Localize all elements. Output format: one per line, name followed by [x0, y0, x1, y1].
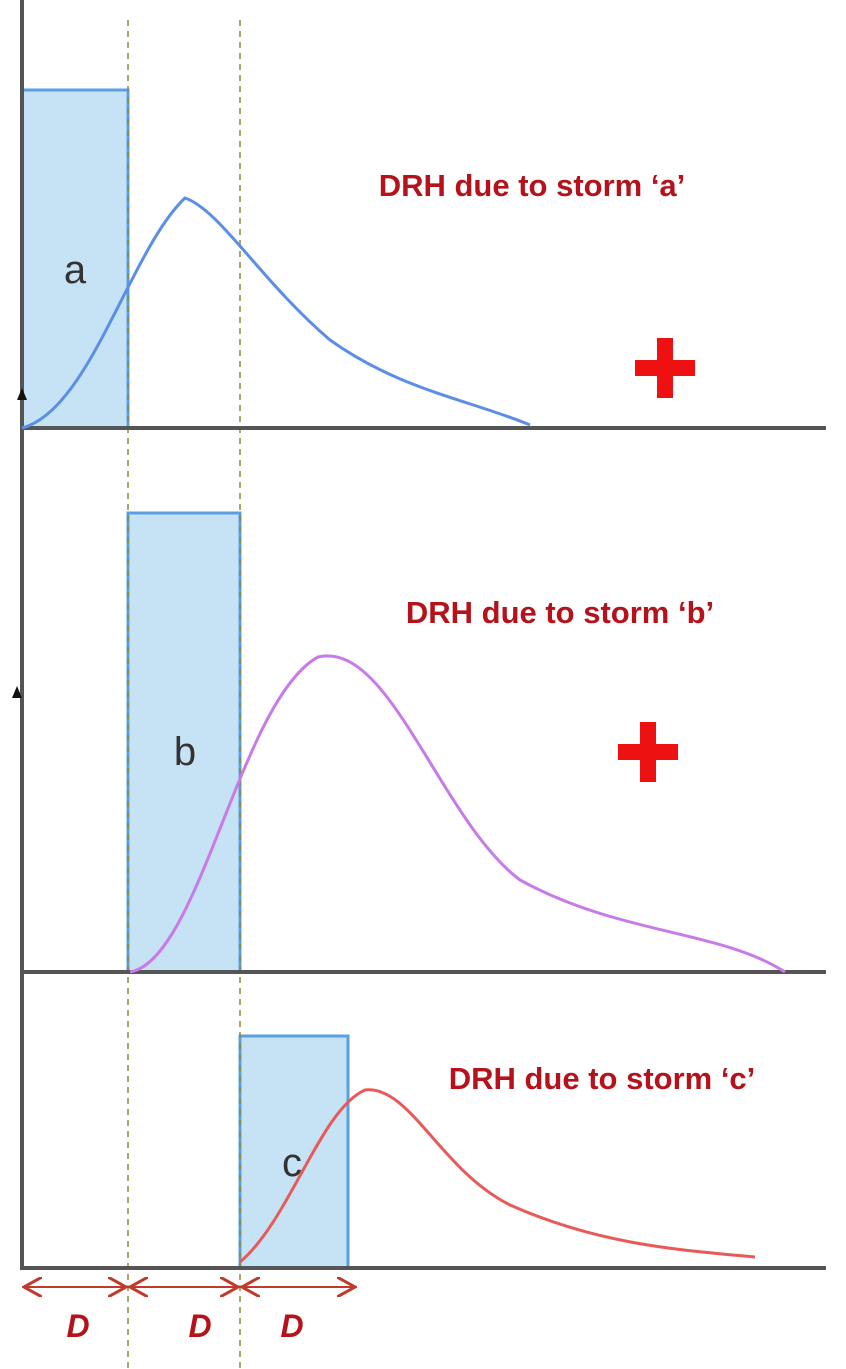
storm-label: a: [64, 248, 87, 292]
drh-label: DRH due to storm ‘c’: [449, 1061, 756, 1096]
storm-label: b: [174, 730, 196, 774]
plus-sign: [618, 722, 678, 782]
drh-label: DRH due to storm ‘a’: [379, 168, 686, 203]
hydrograph: [21, 196, 531, 430]
storm-rect: [20, 88, 130, 430]
hydrograph: [129, 654, 786, 974]
duration-label: D: [66, 1308, 89, 1344]
drh-label: DRH due to storm ‘b’: [406, 595, 714, 630]
plus-sign: [635, 338, 695, 398]
storm-rect: [238, 1034, 350, 1270]
axis-arrow: [12, 686, 22, 698]
axis-arrow: [17, 388, 27, 400]
storm-label: c: [282, 1141, 302, 1185]
hydrograph: [239, 1088, 756, 1264]
duration-label: D: [280, 1308, 303, 1344]
duration-label: D: [188, 1308, 211, 1344]
storm-rect: [126, 511, 242, 974]
